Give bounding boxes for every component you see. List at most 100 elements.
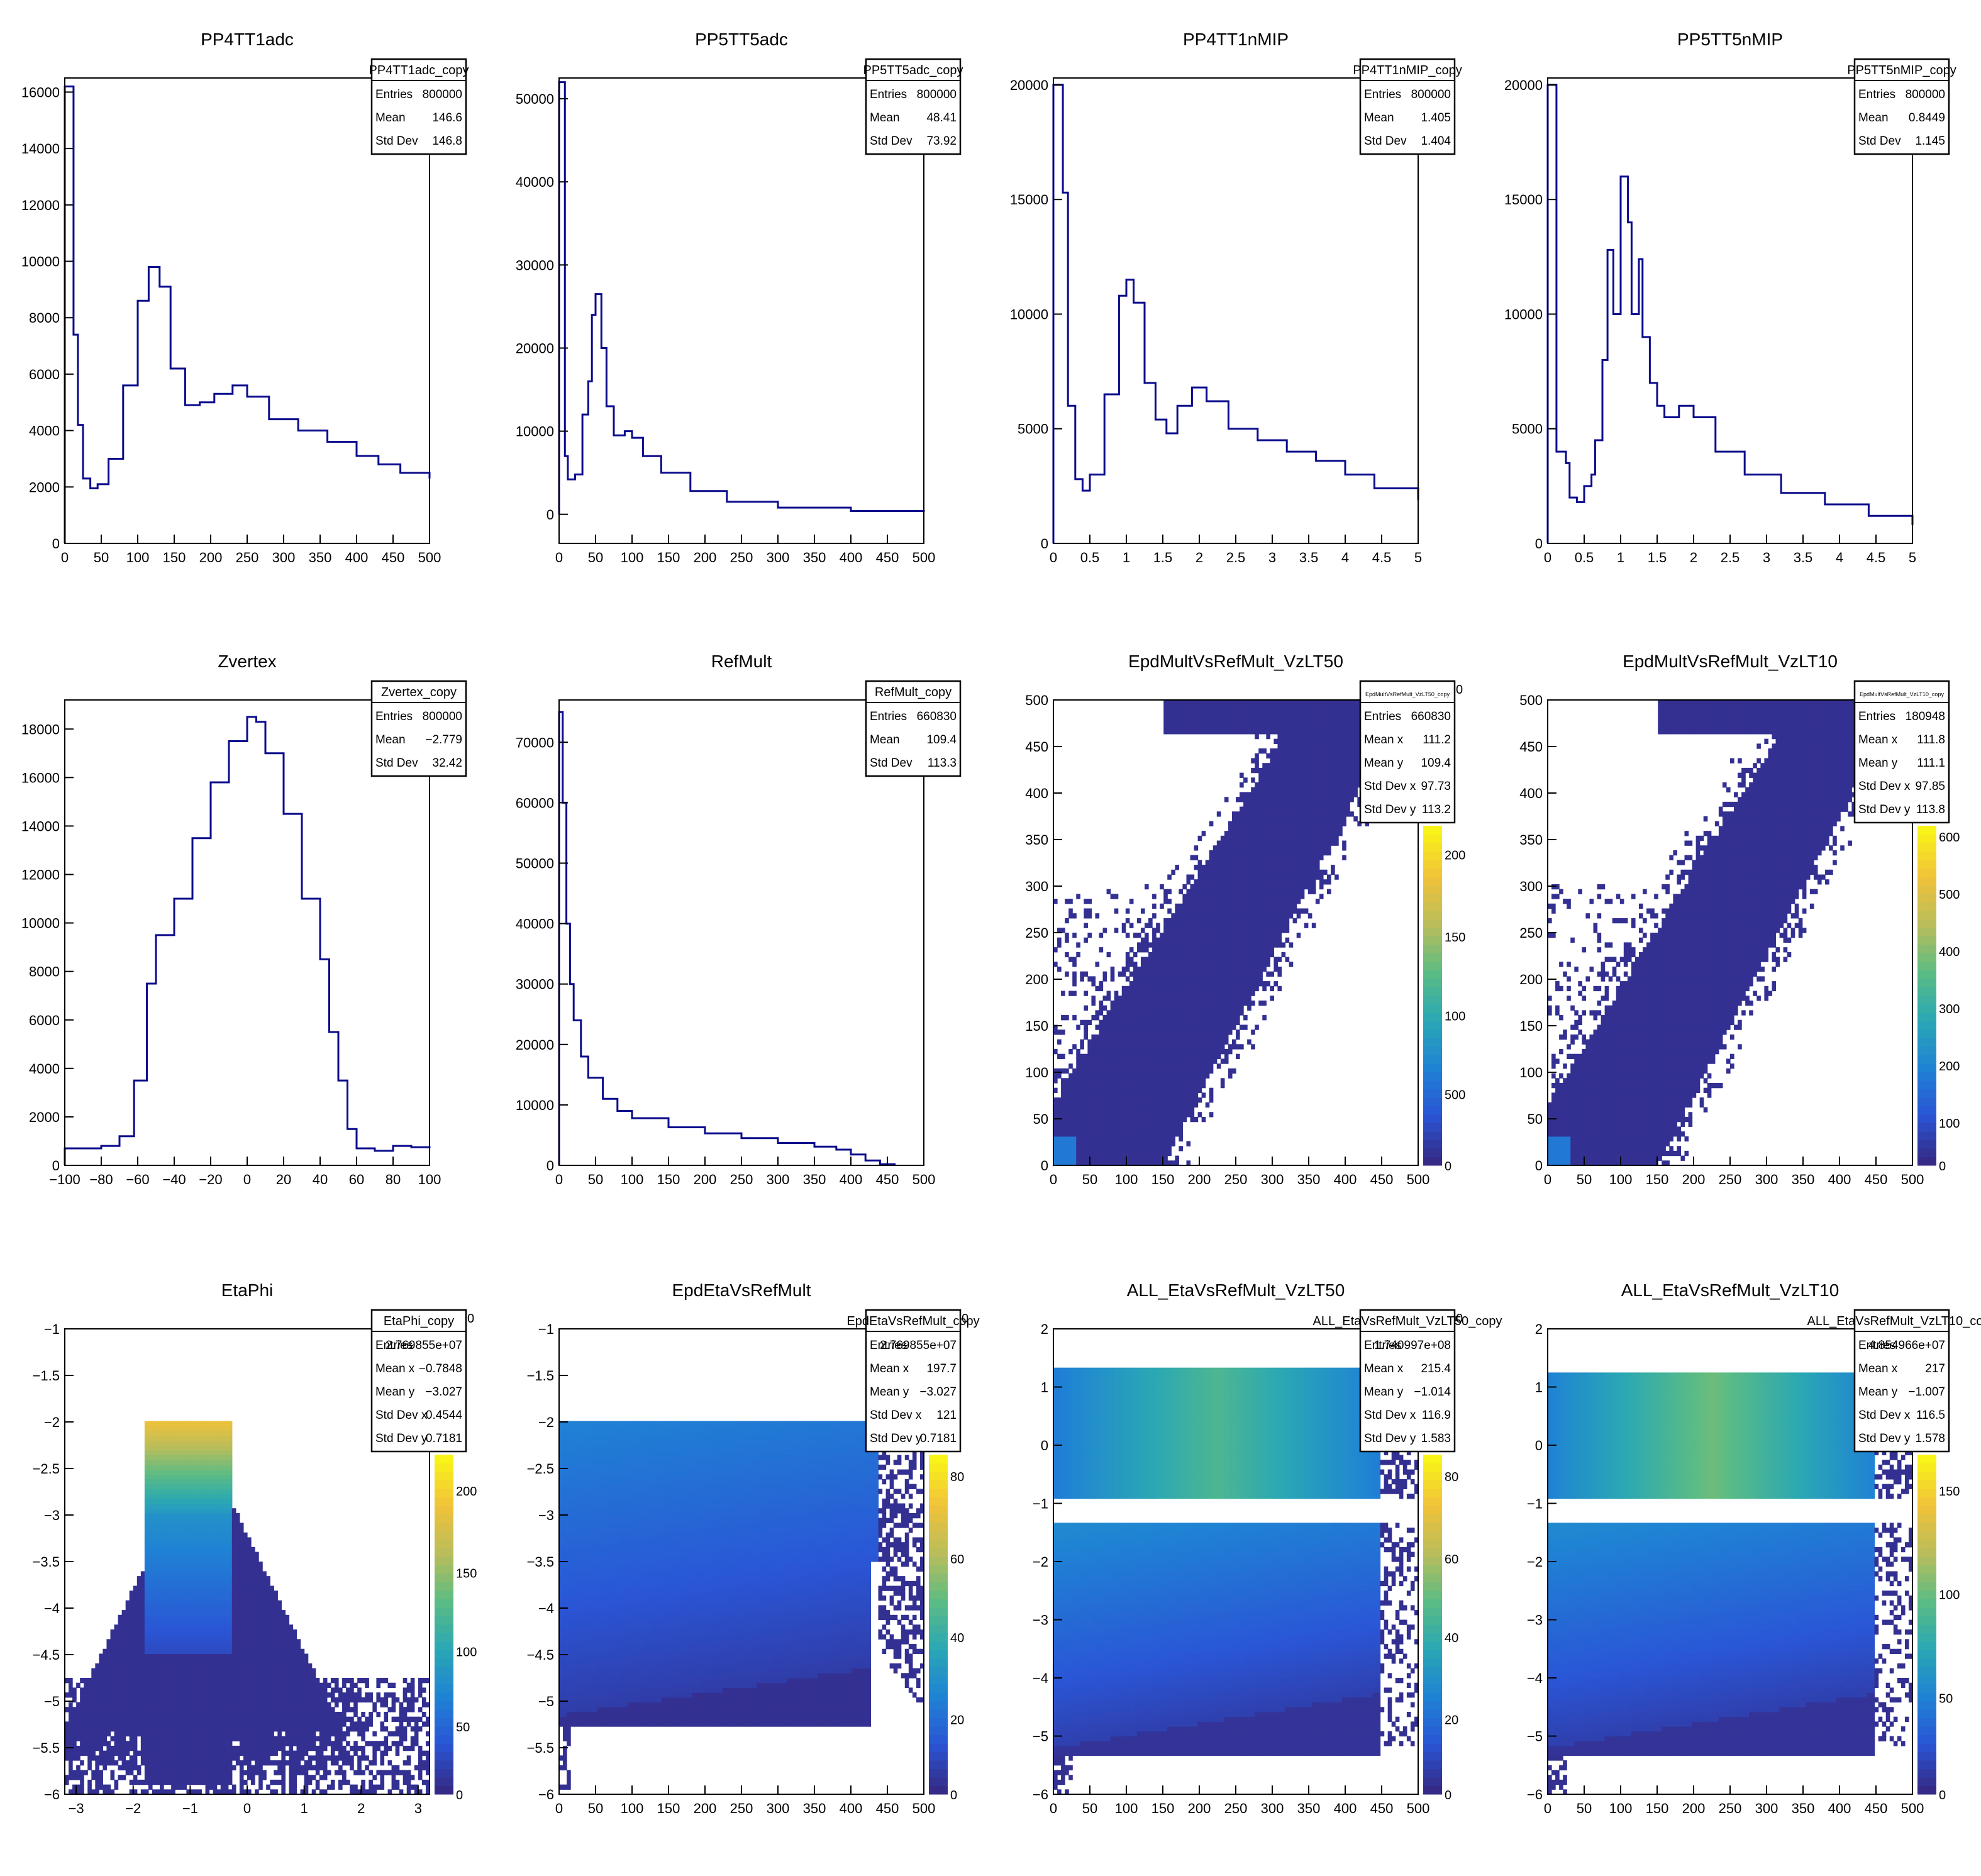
heatmap-cell (1285, 923, 1290, 928)
heatmap-cell (1312, 845, 1316, 850)
heatmap-cell (1095, 1010, 1099, 1015)
heatmap-cell (1084, 1112, 1088, 1117)
heatmap-cell (1342, 768, 1346, 773)
heatmap-cell (1342, 753, 1346, 758)
heatmap-cell (1353, 743, 1358, 748)
heatmap-cell (1068, 1049, 1073, 1054)
heatmap-cell (1282, 797, 1286, 802)
heatmap-cell (1247, 724, 1251, 730)
heatmap-cell (1555, 884, 1560, 889)
heatmap-cell (1232, 1044, 1236, 1049)
heatmap-cell (1346, 811, 1350, 816)
heatmap-cell (1240, 918, 1244, 923)
heatmap-cell (1152, 1136, 1157, 1141)
heatmap-cell (1167, 1122, 1172, 1127)
heatmap-cell (1175, 1078, 1179, 1083)
heatmap-cell (1221, 709, 1225, 714)
heatmap-cell (1319, 743, 1324, 748)
heatmap-cell (1255, 734, 1259, 739)
heatmap-cell (1255, 860, 1259, 865)
heatmap-cell (1312, 724, 1316, 730)
heatmap-cell (1068, 1102, 1073, 1107)
heatmap-cell (1274, 981, 1278, 986)
heatmap-cell (1236, 700, 1240, 705)
heatmap-cell (1232, 1068, 1236, 1074)
heatmap-cell (1555, 1092, 1560, 1097)
heatmap-cell (1206, 724, 1210, 730)
heatmap-cell (1262, 782, 1267, 787)
heatmap-cell (1304, 875, 1309, 880)
heatmap-cell (1156, 1097, 1160, 1102)
heatmap-cell (1152, 962, 1157, 967)
heatmap-cell (1194, 714, 1199, 719)
heatmap-cell (1133, 933, 1138, 938)
heatmap-cell (1266, 894, 1270, 899)
heatmap-cell (1163, 1068, 1168, 1074)
heatmap-cell (1247, 811, 1251, 816)
heatmap-cell (1213, 1010, 1218, 1015)
heatmap-cell (1251, 904, 1255, 909)
stats-name: EpdMultVsRefMult_VzLT50_copy (1365, 691, 1450, 697)
heatmap-cell (1282, 879, 1286, 884)
heatmap-cell (1163, 947, 1168, 952)
heatmap-cell (1126, 986, 1130, 991)
heatmap-cell (1126, 1024, 1130, 1030)
stats-label: Std Dev (375, 135, 418, 148)
heatmap-cell (1065, 1131, 1069, 1136)
heatmap-cell (1068, 1088, 1073, 1093)
heatmap-cell (1236, 845, 1240, 850)
heatmap-cell (1163, 1146, 1168, 1151)
heatmap-cell (1236, 942, 1240, 947)
heatmap-cell (1255, 729, 1259, 734)
heatmap-cell (1076, 1058, 1080, 1063)
heatmap-cell (1171, 918, 1175, 923)
heatmap-cell (1342, 845, 1346, 850)
heatmap-cell (1141, 1126, 1145, 1131)
heatmap-cell (1141, 1010, 1145, 1015)
heatmap-cell (1186, 957, 1190, 962)
heatmap-cell (1350, 700, 1354, 705)
heatmap-cell (1099, 1010, 1104, 1015)
heatmap-cell (1232, 714, 1236, 719)
heatmap-cell (1224, 1035, 1229, 1040)
heatmap-cell (1350, 705, 1354, 710)
heatmap-cell (1277, 908, 1282, 913)
heatmap-cell (1240, 962, 1244, 967)
heatmap-cell (1186, 908, 1190, 913)
heatmap-cell (1308, 753, 1312, 758)
heatmap-cell (1277, 782, 1282, 787)
heatmap-cell (1190, 1063, 1195, 1068)
heatmap-cell (1297, 836, 1301, 841)
heatmap-cell (1346, 787, 1350, 792)
heatmap-cell (1289, 700, 1294, 705)
heatmap-cell (1133, 1107, 1138, 1113)
heatmap-cell (1217, 976, 1221, 981)
heatmap-cell (1297, 841, 1301, 846)
heatmap-cell (1114, 991, 1119, 996)
heatmap-cell (1285, 773, 1290, 778)
heatmap-cell (1137, 1117, 1141, 1122)
color-scale-step (1423, 1089, 1442, 1098)
heatmap-cell (1111, 1024, 1115, 1030)
heatmap-cell (1282, 719, 1286, 724)
heatmap-cell (1118, 1097, 1123, 1102)
heatmap-cell (1251, 908, 1255, 913)
stats-label: Mean (375, 733, 406, 747)
heatmap-cell (1072, 1083, 1077, 1088)
heatmap-cell (1133, 1126, 1138, 1131)
heatmap-cell (1342, 743, 1346, 748)
heatmap-cell (1243, 845, 1248, 850)
heatmap-cell (1068, 1107, 1073, 1113)
heatmap-cell (1301, 763, 1305, 768)
heatmap-cell (1251, 972, 1255, 977)
heatmap-cell (1346, 797, 1350, 802)
heatmap-cell (1202, 831, 1206, 836)
heatmap-cell (1304, 763, 1309, 768)
heatmap-cell (1065, 1117, 1069, 1122)
heatmap-cell (1346, 763, 1350, 768)
heatmap-cell (1255, 923, 1259, 928)
heatmap-cell (1277, 816, 1282, 821)
heatmap-cell (1209, 705, 1214, 710)
heatmap-cell (1228, 700, 1233, 705)
heatmap-cell (1293, 709, 1297, 714)
